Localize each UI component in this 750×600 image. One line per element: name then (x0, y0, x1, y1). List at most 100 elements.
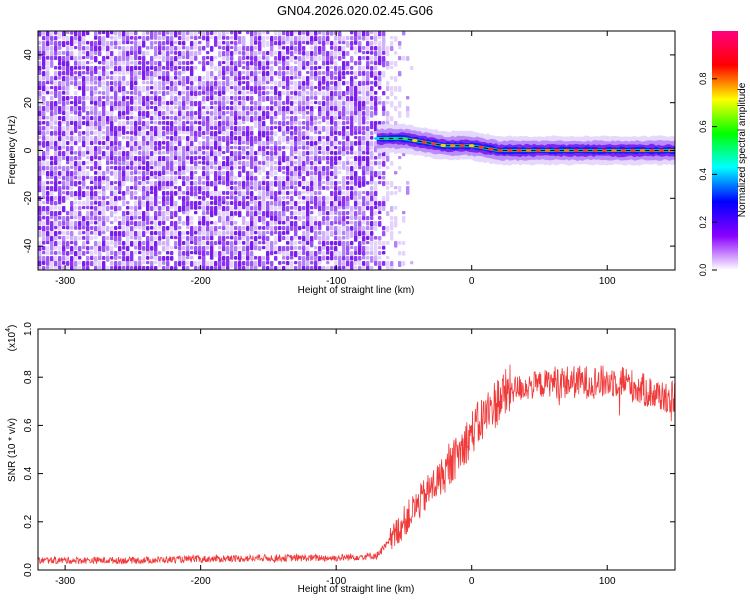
heatmap-cell (102, 121, 106, 128)
heatmap-cell (118, 146, 122, 150)
heatmap-cell (362, 111, 366, 116)
heatmap-cell (258, 106, 262, 111)
heatmap-cell (354, 171, 358, 178)
heatmap-cell (350, 246, 354, 250)
heatmap-cell (394, 186, 398, 190)
heatmap-cell (74, 71, 78, 75)
heatmap-cell (154, 36, 158, 40)
heatmap-cell (298, 266, 302, 270)
heatmap-cell (222, 191, 226, 195)
heatmap-cell (350, 186, 354, 191)
heatmap-cell (186, 216, 190, 222)
heatmap-cell (74, 31, 78, 37)
heatmap-cell (110, 81, 114, 86)
heatmap-cell (214, 241, 218, 246)
heatmap-cell (170, 96, 174, 103)
heatmap-cell (126, 136, 130, 140)
heatmap-cell (242, 241, 246, 245)
heatmap-cell (86, 146, 90, 153)
heatmap-cell (306, 91, 310, 95)
heatmap-cell (266, 196, 270, 200)
y-tick-label: -20 (23, 191, 34, 206)
heatmap-cell (314, 216, 318, 221)
heatmap-cell (38, 141, 42, 146)
heatmap-cell (206, 111, 210, 115)
heatmap-cell (90, 106, 94, 112)
heatmap-cell (342, 266, 346, 270)
heatmap-cell (282, 56, 286, 63)
heatmap-cell (174, 181, 178, 185)
heatmap-cell (394, 76, 398, 82)
heatmap-cell (334, 86, 338, 91)
heatmap-cell (362, 146, 366, 152)
heatmap-cell (46, 41, 50, 47)
heatmap-cell (298, 156, 302, 163)
heatmap-cell (226, 96, 230, 102)
heatmap-cell (306, 141, 310, 146)
heatmap-cell (290, 171, 294, 177)
heatmap-cell (90, 221, 94, 225)
heatmap-cell (270, 101, 274, 105)
heatmap-cell (218, 41, 222, 48)
heatmap-cell (370, 176, 374, 183)
heatmap-cell (266, 81, 270, 85)
heatmap-cell (154, 256, 158, 261)
heatmap-cell (282, 101, 286, 105)
heatmap-cell (334, 196, 338, 203)
heatmap-cell (126, 121, 130, 125)
heatmap-cell (110, 116, 114, 122)
heatmap-cell (82, 236, 86, 240)
heatmap-cell (142, 201, 146, 208)
heatmap-cell (238, 126, 242, 132)
heatmap-cell (138, 186, 142, 192)
heatmap-cell (202, 36, 206, 41)
heatmap-cell (126, 71, 130, 75)
heatmap-cell (286, 86, 290, 91)
heatmap-cell (226, 66, 230, 72)
heatmap-cell (198, 46, 202, 52)
heatmap-cell (98, 76, 102, 81)
heatmap-cell (266, 91, 270, 95)
heatmap-cell (190, 261, 194, 267)
heatmap-cell (214, 101, 218, 105)
heatmap-cell (270, 141, 274, 145)
heatmap-cell (166, 216, 170, 221)
heatmap-cell (122, 261, 126, 267)
heatmap-cell (306, 191, 310, 195)
heatmap-cell (238, 91, 242, 95)
heatmap-cell (162, 216, 166, 223)
heatmap-cell (250, 246, 254, 251)
heatmap-cell (38, 56, 42, 60)
heatmap-cell (154, 171, 158, 176)
heatmap-cell (326, 226, 330, 231)
heatmap-cell (70, 106, 74, 113)
heatmap-cell (66, 171, 70, 177)
heatmap-cell (78, 176, 82, 181)
heatmap-cell (310, 206, 314, 210)
heatmap-cell (298, 161, 302, 168)
heatmap-cell (198, 81, 202, 87)
heatmap-cell (302, 256, 306, 263)
heatmap-cell (38, 86, 42, 91)
heatmap-cell (58, 51, 62, 56)
heatmap-cell (182, 41, 186, 46)
heatmap-cell (330, 196, 334, 200)
heatmap-cell (370, 191, 374, 198)
heatmap-cell (202, 251, 206, 257)
heatmap-cell (106, 246, 110, 251)
heatmap-cell (46, 201, 50, 205)
heatmap-cell (158, 86, 162, 91)
heatmap-cell (194, 251, 198, 255)
heatmap-cell (126, 96, 130, 100)
heatmap-cell (198, 161, 202, 164)
heatmap-cell (62, 241, 66, 247)
heatmap-cell (222, 241, 226, 247)
heatmap-cell (274, 51, 278, 56)
heatmap-cell (318, 131, 322, 135)
heatmap-cell (174, 206, 178, 213)
heatmap-cell (306, 136, 310, 140)
heatmap-cell (214, 201, 218, 206)
heatmap-cell (118, 121, 122, 127)
heatmap-cell (318, 246, 322, 252)
heatmap-cell (346, 41, 350, 48)
